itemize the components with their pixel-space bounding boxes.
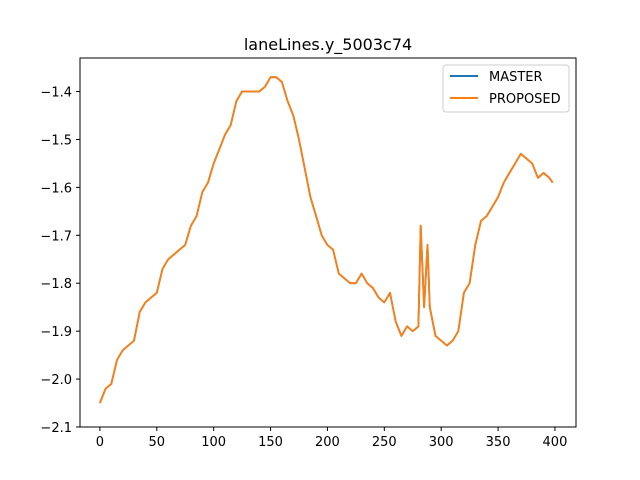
y-tick-label: −1.4 <box>40 86 72 101</box>
x-tick-label: 300 <box>429 435 454 450</box>
legend-master-label: MASTER <box>489 70 543 85</box>
y-tick-label: −1.6 <box>40 181 72 196</box>
y-tick-label: −1.8 <box>40 277 72 292</box>
plot-background <box>80 58 576 427</box>
y-tick-label: −1.5 <box>40 133 72 148</box>
x-axis: 0 50 100 150 200 250 300 350 400 <box>96 427 568 450</box>
series-layer <box>99 76 554 404</box>
legend: MASTER PROPOSED <box>442 64 570 113</box>
x-tick-label: 350 <box>486 435 511 450</box>
plot-area <box>79 57 577 428</box>
y-tick-label: −1.7 <box>40 229 72 244</box>
x-tick-label: 150 <box>258 435 283 450</box>
x-tick-label: 50 <box>149 435 166 450</box>
y-tick-label: −2.0 <box>40 373 72 388</box>
y-axis: −2.1 −2.0 −1.9 −1.8 −1.7 −1.6 −1.5 −1.4 <box>40 86 80 436</box>
plot-frame <box>79 57 577 428</box>
chart-title: laneLines.y_5003c74 <box>244 35 412 55</box>
series-line-proposed <box>99 76 554 404</box>
legend-proposed-label: PROPOSED <box>489 92 561 107</box>
x-tick-label: 200 <box>315 435 340 450</box>
x-tick-label: 0 <box>96 435 104 450</box>
x-tick-label: 400 <box>543 435 568 450</box>
y-tick-label: −1.9 <box>40 325 72 340</box>
y-tick-label: −2.1 <box>40 421 72 436</box>
x-tick-label: 250 <box>372 435 397 450</box>
x-tick-label: 100 <box>201 435 226 450</box>
